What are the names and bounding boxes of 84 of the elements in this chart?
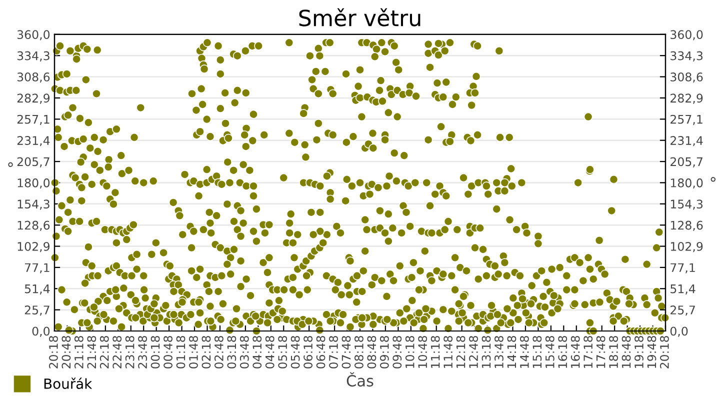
y-tick-label: 180,0 [18,178,50,189]
x-axis-title: Čas [346,372,374,387]
x-tick-label: 15:48 [545,336,554,368]
y-tick-label: 102,9 [18,242,50,252]
x-tick-label: 07:18 [329,336,338,368]
y2-tick-label: 180,0 [670,178,703,189]
y2-tick-label: 231,4 [670,136,703,146]
x-tick-label: 06:18 [304,336,313,368]
x-tick-label: 01:18 [176,336,186,368]
x-tick-label: 13:48 [494,336,504,368]
x-tick-label: 22:48 [112,336,122,368]
x-tick-label: 21:18 [74,336,84,368]
x-tick-label: 10:18 [405,336,414,368]
y-tick-label: 25,7 [24,306,50,316]
y-tick-label: 257,1 [17,114,50,125]
x-tick-label: 14:48 [520,336,529,368]
x-tick-label: 04:48 [265,336,274,368]
x-tick-label: 06:48 [316,336,326,368]
y2-tick-label: 154,3 [670,200,703,210]
y2-tick-label: 102,9 [670,242,703,252]
x-tick-label: 02:48 [214,336,224,368]
x-tick-label: 11:48 [444,336,453,368]
y2-tick-label: 257,1 [670,114,702,125]
y2-tick-label: 334,3 [670,51,703,62]
x-tick-label: 17:48 [596,336,606,368]
x-tick-label: 19:48 [647,336,656,368]
y2-tick-label: 128,6 [670,220,703,231]
x-tick-label: 15:18 [532,336,542,368]
x-tick-label: 07:48 [342,336,351,368]
x-tick-label: 01:48 [189,336,198,368]
x-tick-label: 14:18 [507,336,516,368]
x-tick-label: 03:18 [227,336,236,368]
x-tick-label: 02:18 [202,336,211,368]
y-axis-title: ° [8,162,13,167]
y2-tick-label: 282,9 [670,94,703,104]
y-tick-label: 308,6 [17,72,50,83]
x-tick-label: 05:18 [278,336,288,368]
x-tick-label: 18:48 [622,336,631,368]
x-tick-label: 09:18 [380,336,389,368]
x-tick-label: 00:48 [164,336,172,368]
y2-tick-label: 205,7 [670,157,702,168]
y2-tick-label: 0,0 [670,326,688,337]
x-tick-label: 20:18 [49,336,58,368]
x-tick-label: 12:18 [456,336,466,368]
y2-axis-title: ° [710,177,716,182]
x-tick-label: 08:18 [354,336,364,368]
legend-label: Bouřák [44,378,92,389]
x-tick-label: 23:18 [125,336,134,368]
chart-title: Směr větru [299,8,420,26]
x-tick-label: 21:48 [87,336,96,368]
x-tick-label: 16:18 [558,336,568,368]
x-tick-label: 23:48 [138,336,148,368]
x-tick-label: 17:18 [584,336,593,368]
x-tick-label: 13:18 [482,336,491,368]
x-tick-label: 05:48 [290,336,300,368]
y-tick-label: 128,6 [18,220,50,231]
y2-tick-label: 308,6 [670,72,703,83]
x-tick-label: 03:48 [240,336,249,368]
x-tick-label: 22:18 [100,336,109,368]
x-tick-label: 10:48 [418,336,428,368]
x-tick-label: 12:48 [469,336,478,368]
x-tick-label: 18:18 [609,336,618,368]
y-tick-label: 360,0 [17,30,50,40]
y-tick-label: 282,9 [17,94,50,104]
x-tick-label: 20:48 [62,336,71,368]
y2-tick-label: 77,1 [670,263,695,274]
y2-tick-label: 51,4 [670,284,696,294]
x-tick-label: 00:18 [150,336,160,368]
y-tick-label: 154,3 [18,200,50,210]
y-tick-label: 0,0 [32,326,50,337]
x-tick-label: 04:18 [252,336,262,368]
y-tick-label: 205,7 [17,157,50,168]
x-tick-label: 11:18 [430,336,440,368]
y2-tick-label: 360,0 [670,30,703,40]
y-tick-label: 231,4 [17,136,50,146]
y-tick-label: 77,1 [25,263,50,274]
x-tick-label: 09:48 [392,336,402,368]
x-tick-label: 16:48 [570,336,580,368]
x-tick-label: 08:48 [367,336,376,368]
y-tick-label: 334,3 [17,51,50,62]
x-tick-label: 19:18 [634,336,644,368]
x-tick-label: 20:18 [660,336,669,368]
y-tick-label: 51,4 [24,284,50,294]
y2-tick-label: 25,7 [670,306,695,316]
